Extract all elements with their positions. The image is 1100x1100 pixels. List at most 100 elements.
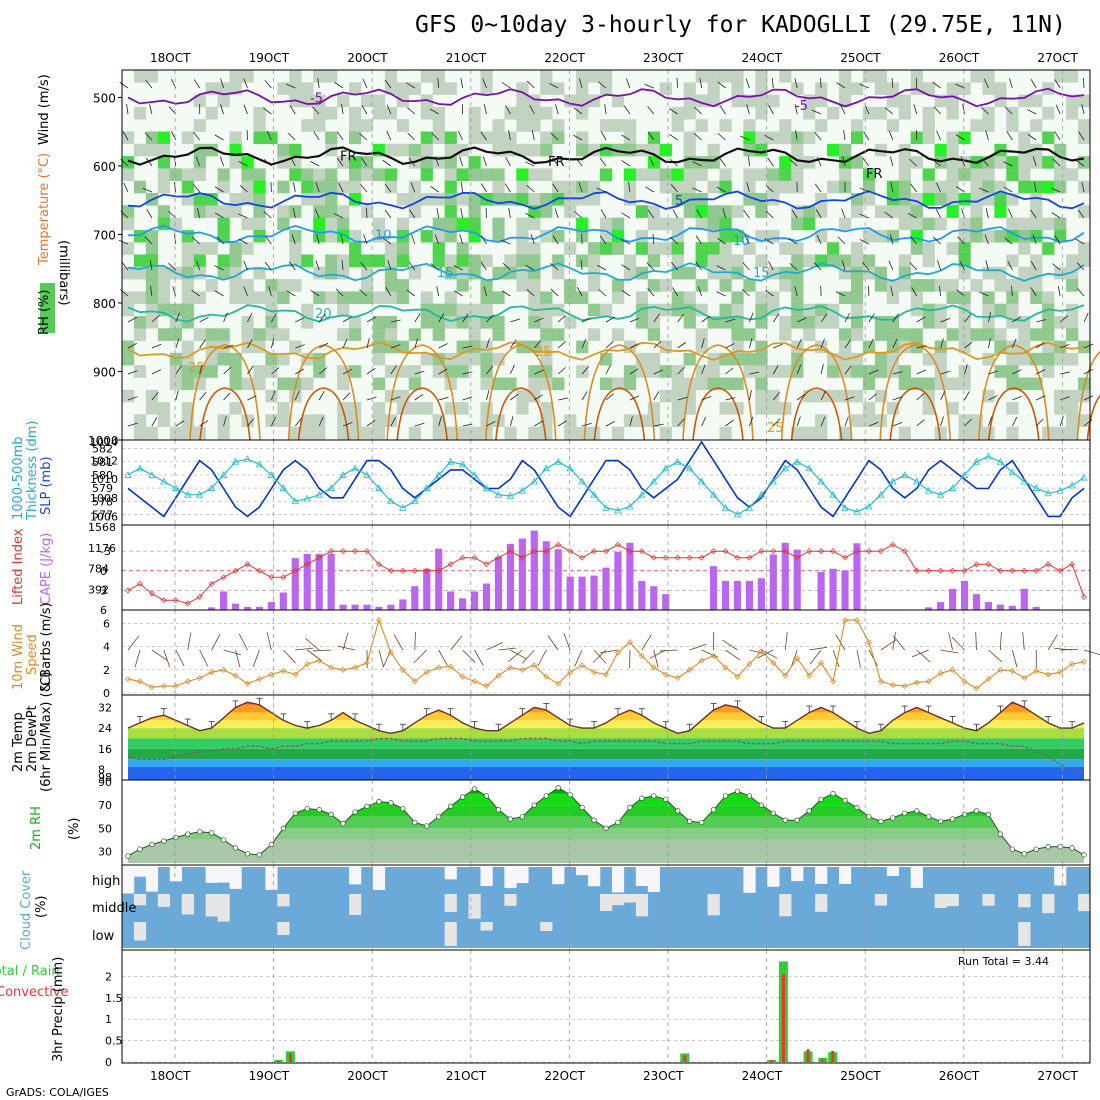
rh-cell [325, 180, 338, 194]
wind-barb [313, 649, 332, 652]
rh-cell [325, 205, 338, 218]
rh-cell [898, 168, 911, 181]
rh-marker [376, 799, 382, 805]
wind-speed-marker [495, 672, 502, 679]
y-tick-label: 24 [98, 722, 112, 735]
temp-band [127, 738, 1085, 749]
wind-barb [693, 133, 702, 141]
y-tick-label: 32 [98, 701, 112, 714]
rh-cell [456, 365, 469, 378]
rh-cell [850, 365, 864, 378]
isotherm-label: FR [866, 167, 883, 182]
rh-cell [791, 291, 804, 304]
panel-ylabel: Wind (m/s) [37, 74, 52, 145]
rh-cell [946, 377, 959, 391]
thickness-marker [363, 471, 371, 478]
rh-cell [576, 106, 589, 120]
rh-marker [208, 830, 215, 836]
wind-barb [247, 418, 255, 427]
lifted-index-marker [674, 554, 681, 561]
wind-barb [1052, 263, 1061, 271]
thickness-marker [303, 494, 311, 502]
rh-cell [922, 168, 935, 181]
rh-cell [886, 82, 900, 95]
rh-cell [898, 279, 911, 292]
rh-cell [743, 352, 756, 366]
rh-cell [791, 131, 804, 145]
rh-cell [1018, 266, 1031, 280]
wind-barb [459, 156, 463, 167]
wind-barb [981, 158, 989, 167]
cloud-level-label: middle [92, 901, 136, 916]
bottom-tick-label: 20OCT [347, 1069, 388, 1083]
rh-cell [886, 119, 900, 132]
isotherm-label: 25 [188, 361, 205, 376]
isotherm-line [287, 344, 360, 441]
wind-barb [809, 646, 828, 651]
wind-barb [600, 209, 607, 219]
rh-cell [552, 82, 565, 95]
wind-barb [725, 367, 734, 375]
wind-speed-marker [459, 673, 466, 680]
panel-ylabel: (%) [67, 818, 82, 841]
rh-cell [635, 229, 649, 243]
rh-cell [432, 70, 445, 83]
rh-cell [850, 119, 864, 132]
top-tick-label: 19OCT [249, 51, 290, 65]
rh-cell [444, 168, 457, 181]
wind-speed-marker [316, 657, 323, 664]
rh-cell [695, 70, 708, 83]
wind-barb [1032, 234, 1037, 245]
cloud-gap [874, 894, 888, 906]
wind-barb [342, 368, 353, 375]
wind-barb [975, 631, 977, 651]
wind-barb [796, 416, 801, 427]
thickness-marker [948, 484, 957, 491]
wind-barb [599, 235, 607, 245]
wind-barb [1055, 104, 1061, 115]
rh-cell [516, 229, 529, 243]
rh-cell [659, 242, 672, 255]
rh-cell [767, 94, 780, 108]
rh-cell [635, 205, 649, 218]
rh-cell [946, 242, 959, 255]
rh-cell [289, 205, 302, 218]
thickness-marker [219, 471, 228, 478]
wind-barb [940, 390, 946, 401]
rh-cell [982, 119, 995, 132]
rh-cell [432, 303, 445, 317]
wind-barb [749, 390, 752, 401]
rh-cell [958, 414, 971, 427]
wind-speed-marker [865, 639, 872, 646]
rh-cell [755, 205, 768, 218]
rh-cell [528, 377, 541, 391]
cape-bar [829, 568, 837, 610]
cloud-gap [169, 867, 182, 882]
wind-barb [134, 649, 141, 668]
rh-cell [850, 82, 864, 95]
rh-cell [516, 266, 529, 280]
wind-speed-marker [985, 676, 992, 683]
wind-barb [529, 104, 535, 115]
rh-cell [611, 291, 625, 304]
rh-cell [217, 205, 230, 218]
rh-cell [695, 242, 708, 255]
wind-barb [290, 156, 296, 167]
lifted-index-marker [507, 548, 514, 555]
rh-marker [591, 817, 597, 823]
rh-cell [695, 377, 708, 391]
rh-cell [217, 82, 230, 95]
rh-cell [755, 131, 768, 145]
rh-cell [277, 279, 290, 292]
cloud-gap [934, 894, 947, 908]
rh-cell [552, 377, 565, 391]
wind-barb [796, 364, 802, 375]
rh-cell [468, 316, 481, 329]
wind-barb [1054, 647, 1073, 651]
thickness-marker [757, 490, 766, 498]
rh-cell [372, 229, 386, 243]
wind-barb [814, 183, 822, 193]
rh-cell [1078, 340, 1091, 354]
wind-speed-marker [889, 681, 896, 688]
